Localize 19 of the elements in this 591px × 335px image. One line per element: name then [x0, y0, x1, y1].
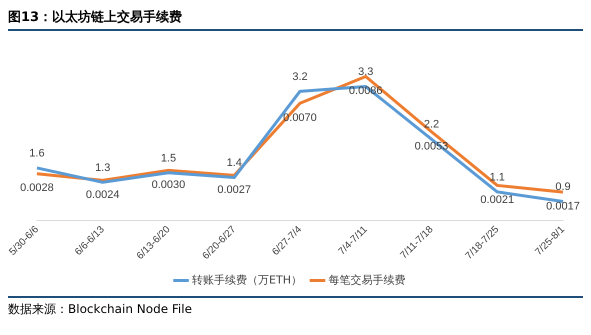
- data-label: 1.6: [29, 147, 45, 160]
- data-label: 0.0024: [86, 188, 120, 201]
- data-label: 2.2: [424, 118, 440, 131]
- data-label: 0.0021: [480, 194, 514, 206]
- data-label: 1.1: [490, 171, 505, 184]
- data-label: 3.3: [358, 66, 374, 78]
- data-label: 0.0027: [217, 184, 252, 196]
- source-note: 数据来源：Blockchain Node File: [8, 296, 583, 318]
- data-label: 0.0017: [546, 200, 580, 213]
- data-label: 1.3: [95, 162, 110, 174]
- data-label: 0.0030: [152, 178, 186, 191]
- data-label: 1.5: [160, 152, 176, 164]
- data-label: 0.9: [555, 181, 571, 194]
- legend-label: 转账手续费（万ETH）: [192, 273, 302, 286]
- data-label: 1.4: [226, 157, 242, 170]
- data-label: 0.0028: [20, 182, 54, 194]
- data-label: 3.2: [292, 70, 308, 83]
- chart-title: 图13：以太坊链上交易手续费: [8, 8, 583, 31]
- legend-label: 每笔交易手续费: [328, 273, 406, 286]
